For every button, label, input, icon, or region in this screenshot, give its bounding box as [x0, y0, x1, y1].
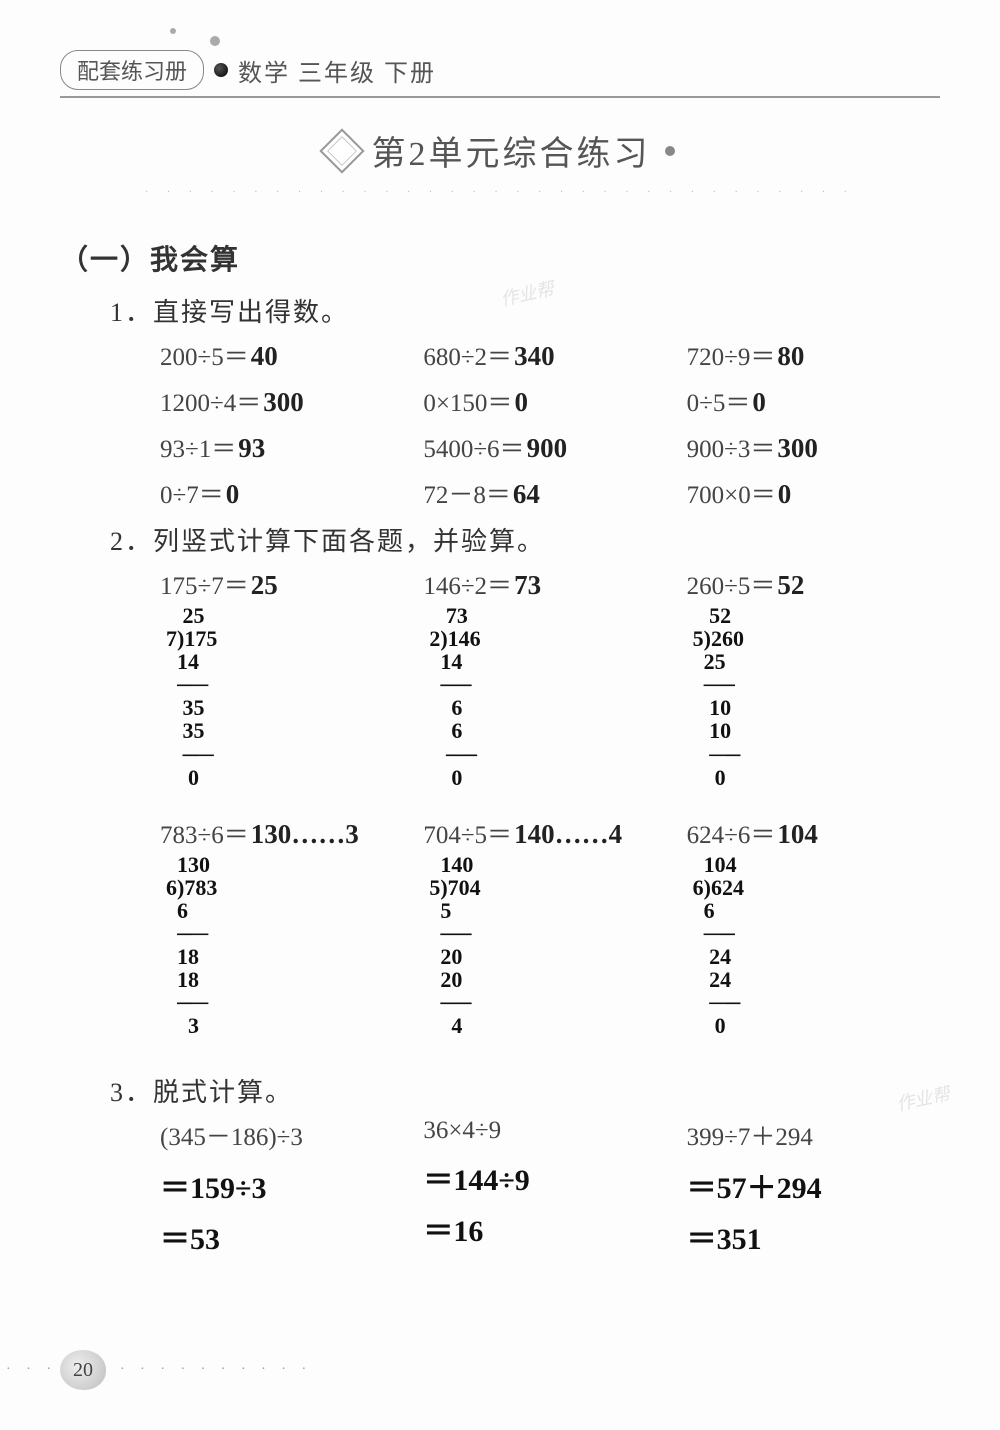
q2-problem: 146÷2＝: [423, 566, 512, 602]
footer-dots: · · · · · · · · · ·: [120, 1362, 312, 1378]
q3-step2: ＝53: [160, 1214, 413, 1265]
decor-dot: [210, 36, 220, 46]
q1-answer: 300: [263, 387, 304, 418]
q3-step1: ＝159÷3: [160, 1163, 413, 1214]
q3-step1: ＝57＋294: [687, 1163, 940, 1214]
q1-problem: 72－8＝: [423, 475, 511, 511]
unit-title: 第2单元综合练习: [372, 126, 651, 175]
q1-cell: 0÷5＝0: [687, 383, 940, 419]
q1-problem: 0÷5＝: [687, 383, 751, 419]
page-number: 20: [60, 1350, 106, 1390]
decor-dot: [170, 28, 176, 34]
q3-problem: 399÷7＋294: [687, 1117, 940, 1153]
q1-problem: 200÷5＝: [160, 337, 249, 373]
q1-answer: 80: [777, 341, 804, 372]
q2-cell: 175÷7＝25 25 7)175 14 ── 35 35 ── 0: [160, 566, 413, 789]
q1-cell: 0×150＝0: [423, 383, 676, 419]
page-container: 配套练习册 数学 三年级 下册 第2单元综合练习 · · · · · · · ·…: [0, 0, 1000, 1305]
q1-answer: 0: [226, 479, 240, 510]
q1-cell: 680÷2＝340: [423, 337, 676, 373]
q3-cell: (345－186)÷3 ＝159÷3 ＝53: [160, 1117, 413, 1265]
q3-row: (345－186)÷3 ＝159÷3 ＝53 36×4÷9 ＝144÷9 ＝16…: [160, 1117, 940, 1265]
bullet-icon: [214, 63, 228, 77]
q2-answer: 104: [777, 819, 818, 850]
q1-answer: 300: [777, 433, 818, 464]
q2-label: 2．列竖式计算下面各题，并验算。: [110, 521, 940, 558]
q2-problem: 175÷7＝: [160, 566, 249, 602]
q2-problem: 260÷5＝: [687, 566, 776, 602]
q1-answer: 0: [514, 387, 528, 418]
q2-problem: 624÷6＝: [687, 815, 776, 851]
q3-step2: ＝351: [687, 1214, 940, 1265]
q2-answer: 73: [514, 570, 541, 601]
q2-answer: 140……4: [514, 819, 622, 850]
q1-answer: 0: [752, 387, 766, 418]
q1-problem: 900÷3＝: [687, 429, 776, 465]
workbook-pill: 配套练习册: [60, 50, 204, 90]
q1-cell: 93÷1＝93: [160, 429, 413, 465]
diamond-icon: [319, 128, 364, 173]
q3-cell: 36×4÷9 ＝144÷9 ＝16: [423, 1117, 676, 1265]
q1-answer: 340: [514, 341, 555, 372]
q1-problem: 720÷9＝: [687, 337, 776, 373]
q1-answer: 900: [527, 433, 568, 464]
q1-answer: 93: [238, 433, 265, 464]
q1-cell: 720÷9＝80: [687, 337, 940, 373]
q1-cell: 900÷3＝300: [687, 429, 940, 465]
q2-cell: 260÷5＝52 52 5)260 25 ── 10 10 ── 0: [687, 566, 940, 789]
q2-work: 73 2)146 14 ── 6 6 ── 0: [429, 604, 676, 789]
q1-problem: 93÷1＝: [160, 429, 236, 465]
q3-label: 3．脱式计算。: [110, 1072, 940, 1109]
q2-work: 25 7)175 14 ── 35 35 ── 0: [166, 604, 413, 789]
q3-problem: (345－186)÷3: [160, 1117, 413, 1153]
q2-answer: 130……3: [251, 819, 359, 850]
q1-cell: 700×0＝0: [687, 475, 940, 511]
q1-problem: 700×0＝: [687, 475, 776, 511]
q1-problem: 680÷2＝: [423, 337, 512, 373]
q1-grid: 200÷5＝40 680÷2＝340 720÷9＝80 1200÷4＝300 0…: [160, 337, 940, 511]
q1-answer: 64: [513, 479, 540, 510]
q2-row2: 783÷6＝130……3 130 6)783 6 ── 18 18 ── 3 7…: [160, 815, 940, 1038]
q2-answer: 52: [777, 570, 804, 601]
q2-cell: 783÷6＝130……3 130 6)783 6 ── 18 18 ── 3: [160, 815, 413, 1038]
q2-work: 52 5)260 25 ── 10 10 ── 0: [693, 604, 940, 789]
q1-cell: 1200÷4＝300: [160, 383, 413, 419]
q2-work: 104 6)624 6 ── 24 24 ── 0: [693, 853, 940, 1038]
q2-cell: 146÷2＝73 73 2)146 14 ── 6 6 ── 0: [423, 566, 676, 789]
page-number-wrap: 20 · · · · · · · · · ·: [60, 1350, 312, 1390]
q1-problem: 0×150＝: [423, 383, 512, 419]
q1-cell: 0÷7＝0: [160, 475, 413, 511]
q2-cell: 704÷5＝140……4 140 5)704 5 ── 20 20 ── 4: [423, 815, 676, 1038]
section-heading: （一）我会算: [60, 238, 940, 278]
header-subject: 数学 三年级 下册: [238, 53, 436, 88]
q1-problem: 5400÷6＝: [423, 429, 524, 465]
q3-problem: 36×4÷9: [423, 1117, 676, 1145]
q2-problem: 783÷6＝: [160, 815, 249, 851]
q2-row1: 175÷7＝25 25 7)175 14 ── 35 35 ── 0 146÷2…: [160, 566, 940, 789]
q1-answer: 0: [778, 479, 792, 510]
q1-answer: 40: [251, 341, 278, 372]
q2-work: 130 6)783 6 ── 18 18 ── 3: [166, 853, 413, 1038]
q1-cell: 5400÷6＝900: [423, 429, 676, 465]
unit-title-row: 第2单元综合练习: [60, 126, 940, 175]
title-end-dot: [665, 146, 675, 156]
q1-problem: 0÷7＝: [160, 475, 224, 511]
title-dotted-underline: · · · · · · · · · · · · · · · · · · · · …: [60, 187, 940, 198]
q3-step2: ＝16: [423, 1206, 676, 1257]
q1-problem: 1200÷4＝: [160, 383, 261, 419]
q3-cell: 399÷7＋294 ＝57＋294 ＝351: [687, 1117, 940, 1265]
q2-problem: 704÷5＝: [423, 815, 512, 851]
q2-work: 140 5)704 5 ── 20 20 ── 4: [429, 853, 676, 1038]
header-divider: [60, 96, 940, 98]
q2-cell: 624÷6＝104 104 6)624 6 ── 24 24 ── 0: [687, 815, 940, 1038]
page-header: 配套练习册 数学 三年级 下册: [60, 50, 940, 90]
q1-cell: 72－8＝64: [423, 475, 676, 511]
q1-cell: 200÷5＝40: [160, 337, 413, 373]
q2-answer: 25: [251, 570, 278, 601]
q1-label: 1．直接写出得数。: [110, 292, 940, 329]
q3-step1: ＝144÷9: [423, 1155, 676, 1206]
